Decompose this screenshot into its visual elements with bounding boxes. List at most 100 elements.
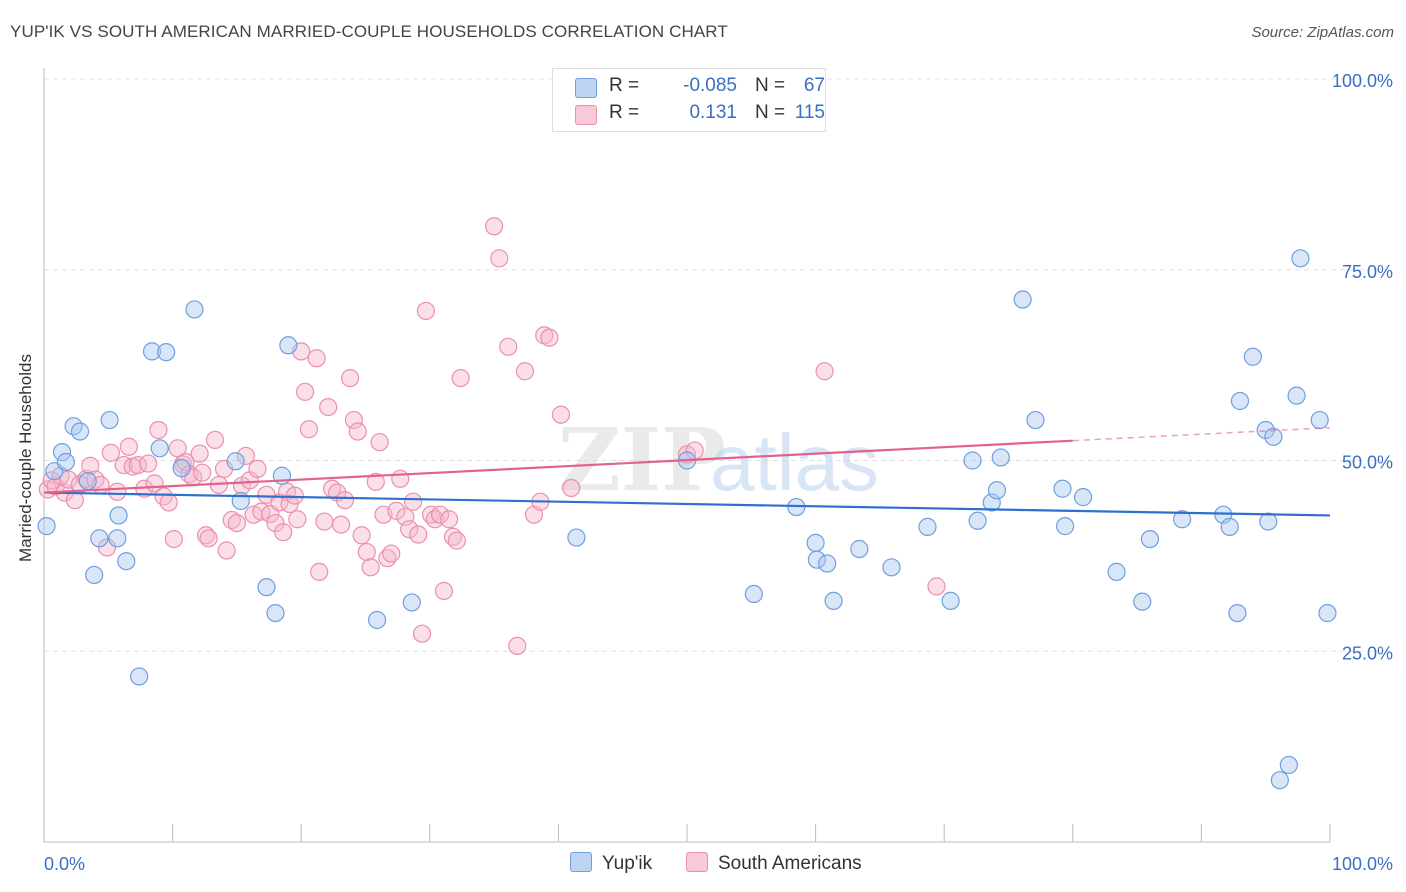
south-americans-point xyxy=(439,510,459,529)
yupik-point xyxy=(567,528,586,547)
yupik-point xyxy=(279,336,298,355)
south-americans-point xyxy=(295,382,315,401)
yupik-point xyxy=(918,517,937,536)
yupik-point xyxy=(818,554,837,573)
x-tick-label: 0.0% xyxy=(44,854,85,874)
series-label-south-americans: South Americans xyxy=(718,853,862,874)
south-americans-point xyxy=(101,443,120,462)
south-americans-point xyxy=(400,520,419,539)
series-legend-south-americans[interactable]: South Americans xyxy=(686,852,862,875)
south-americans-point xyxy=(490,249,509,268)
legend-swatch-pink xyxy=(575,105,597,125)
yupik-point xyxy=(1228,603,1247,623)
series-swatch-pink xyxy=(686,852,708,872)
south-americans-point xyxy=(451,368,470,388)
south-americans-point xyxy=(335,491,355,510)
yupik-point xyxy=(941,591,960,610)
south-americans-point xyxy=(199,529,218,548)
south-americans-point xyxy=(485,217,504,236)
south-americans-point xyxy=(196,526,216,545)
south-americans-point xyxy=(114,455,133,475)
series-legend-yupik[interactable]: Yup'ik xyxy=(570,852,652,875)
yupik-point xyxy=(185,300,204,319)
yupik-point xyxy=(1287,386,1306,405)
south-americans-point xyxy=(387,501,406,520)
yupik-point xyxy=(1026,410,1045,430)
south-americans-point xyxy=(357,542,376,562)
south-americans-point xyxy=(340,368,360,388)
yupik-point xyxy=(70,422,90,441)
south-americans-point xyxy=(815,362,834,381)
yupik-point xyxy=(1243,347,1262,366)
source-label: Source: ZipAtlas.com xyxy=(1251,24,1394,41)
south-americans-point xyxy=(86,470,105,489)
yupik-point xyxy=(117,552,136,571)
south-americans-point xyxy=(499,337,518,356)
yupik-point xyxy=(1073,488,1093,507)
yupik-point xyxy=(90,529,109,548)
legend-r-label: R = xyxy=(609,102,640,123)
south-americans-point xyxy=(274,523,293,542)
south-americans-point xyxy=(97,538,117,557)
yupik-point xyxy=(402,593,421,612)
south-americans-point xyxy=(515,362,535,381)
y-tick-label: 25.0% xyxy=(1342,643,1393,663)
south-americans-point xyxy=(540,328,559,347)
yupik-point xyxy=(1133,592,1152,611)
south-americans-trend-line xyxy=(43,439,1073,494)
legend-n-value: 67 xyxy=(803,75,825,96)
yupik-point xyxy=(1053,479,1072,498)
south-americans-point xyxy=(236,446,256,466)
legend-swatch-blue xyxy=(575,78,597,98)
yupik-point xyxy=(1291,249,1310,268)
south-americans-point xyxy=(391,469,410,488)
south-americans-point xyxy=(266,513,285,533)
south-americans-point xyxy=(285,486,304,505)
south-americans-point xyxy=(139,454,158,473)
south-americans-point xyxy=(344,410,364,430)
south-americans-point xyxy=(416,301,436,321)
south-americans-point xyxy=(222,510,241,530)
yupik-point xyxy=(1270,771,1289,790)
yupik-point xyxy=(257,578,276,597)
south-americans-point xyxy=(190,444,209,463)
y-tick-label: 100.0% xyxy=(1332,71,1393,91)
south-americans-point xyxy=(348,422,367,441)
trend-lines xyxy=(43,426,1331,517)
south-americans-point xyxy=(164,529,183,549)
south-americans-point xyxy=(119,437,138,456)
series-swatch-blue xyxy=(570,852,592,872)
yupik-point xyxy=(130,667,149,686)
south-americans-point xyxy=(447,531,466,550)
legend-n-value: 115 xyxy=(794,102,825,123)
chart-title: YUP'IK VS SOUTH AMERICAN MARRIED-COUPLE … xyxy=(10,22,728,41)
yupik-point xyxy=(1310,410,1329,430)
south-americans-point xyxy=(59,470,78,489)
south-americans-point xyxy=(149,420,168,440)
south-americans-point xyxy=(315,512,334,531)
y-tick-label: 75.0% xyxy=(1342,262,1393,282)
yupik-point xyxy=(56,452,75,472)
south-americans-point xyxy=(205,430,225,449)
tick-labels: 25.0% 50.0% 75.0% 100.0% 0.0% 100.0% xyxy=(44,71,1393,874)
yupik-point xyxy=(85,565,104,585)
yupik-trend-line xyxy=(43,491,1331,517)
yupik-point xyxy=(1220,517,1239,536)
yupik-point xyxy=(78,472,97,491)
yupik-point xyxy=(987,481,1007,500)
south-americans-point xyxy=(288,510,307,529)
x-tick-label: 100.0% xyxy=(1332,854,1393,874)
yupik-point xyxy=(1318,603,1337,623)
south-americans-point xyxy=(310,562,329,581)
south-americans-point xyxy=(108,482,127,501)
yupik-point xyxy=(100,410,119,430)
legend-r-label: R = xyxy=(609,75,640,96)
south-americans-point xyxy=(168,439,187,458)
south-americans-point xyxy=(366,472,385,491)
legend-r-value: -0.085 xyxy=(683,75,737,96)
south-americans-point xyxy=(370,433,389,452)
yupik-point xyxy=(824,591,843,610)
yupik-point xyxy=(150,439,169,458)
yupik-point xyxy=(1259,512,1278,531)
